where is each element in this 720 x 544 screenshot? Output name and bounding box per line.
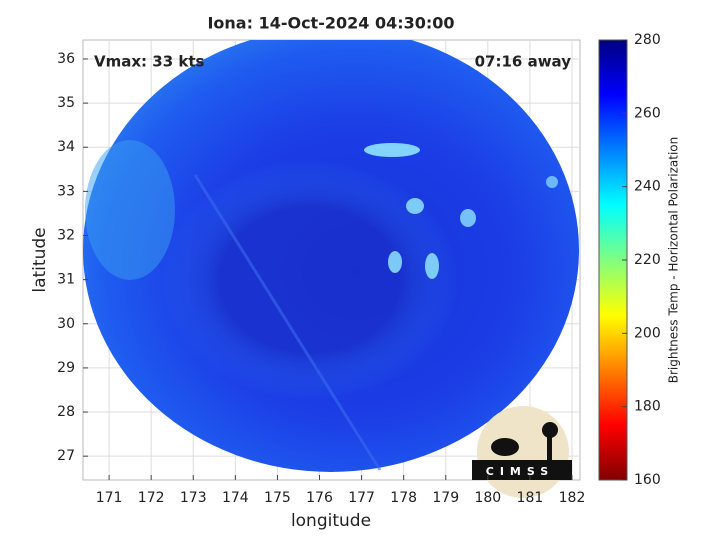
colorbar-tick-label: 200 bbox=[634, 325, 661, 341]
x-tick-label: 172 bbox=[138, 490, 165, 506]
y-axis-label: latitude bbox=[30, 227, 50, 292]
colorbar-tick-label: 180 bbox=[634, 399, 661, 415]
annotation: Vmax: 33 kts bbox=[94, 53, 204, 71]
y-tick-label: 32 bbox=[57, 228, 75, 244]
y-tick-label: 35 bbox=[57, 95, 75, 111]
colorbar-label: Brightness Temp - Horizontal Polarizatio… bbox=[667, 137, 681, 384]
x-tick-label: 181 bbox=[517, 490, 544, 506]
x-tick-label: 180 bbox=[474, 490, 501, 506]
x-axis-label: longitude bbox=[291, 511, 371, 531]
logo: CIMSS bbox=[472, 406, 572, 498]
y-tick-label: 27 bbox=[57, 448, 75, 464]
annotation: 07:16 away bbox=[475, 53, 572, 71]
x-tick-label: 178 bbox=[390, 490, 417, 506]
x-tick-label: 173 bbox=[180, 490, 207, 506]
colorbar-tick-label: 280 bbox=[634, 32, 661, 48]
y-tick-label: 30 bbox=[57, 316, 75, 332]
colorbar-tick-label: 240 bbox=[634, 179, 661, 195]
x-tick-label: 174 bbox=[222, 490, 249, 506]
y-tick-label: 36 bbox=[57, 51, 75, 67]
x-tick-label: 171 bbox=[96, 490, 123, 506]
y-tick-label: 31 bbox=[57, 272, 75, 288]
satellite-image bbox=[83, 40, 579, 472]
x-tick-label: 182 bbox=[559, 490, 586, 506]
y-tick-label: 33 bbox=[57, 183, 75, 199]
logo-text: CIMSS bbox=[486, 465, 554, 478]
chart-title: Iona: 14-Oct-2024 04:30:00 bbox=[207, 14, 454, 33]
x-tick-label: 179 bbox=[432, 490, 459, 506]
x-tick-label: 175 bbox=[264, 490, 291, 506]
y-tick-label: 28 bbox=[57, 404, 75, 420]
colorbar-tick-label: 160 bbox=[634, 472, 661, 488]
y-tick-label: 34 bbox=[57, 139, 75, 155]
colorbar-tick-label: 220 bbox=[634, 252, 661, 268]
x-tick-label: 176 bbox=[306, 490, 333, 506]
x-tick-label: 177 bbox=[348, 490, 375, 506]
colorbar-tick-label: 260 bbox=[634, 105, 661, 121]
y-tick-label: 29 bbox=[57, 360, 75, 376]
